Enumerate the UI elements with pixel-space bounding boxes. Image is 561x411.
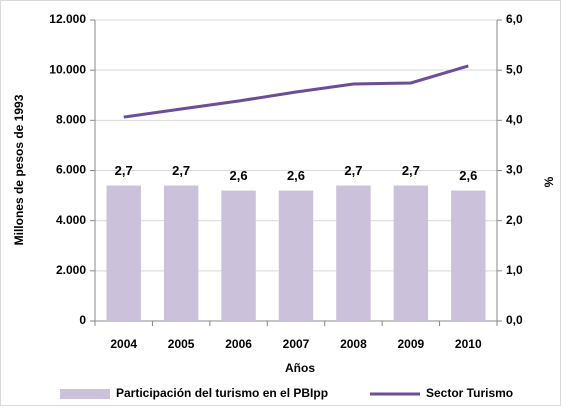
bar-label: 2,7: [402, 163, 420, 178]
y2-tick-label: 3,0: [506, 163, 523, 177]
y-tick-label: 2.000: [56, 263, 86, 277]
bar-label: 2,6: [459, 168, 477, 183]
y-tick-label: 4.000: [56, 213, 86, 227]
legend-label: Participación del turismo en el PBIpp: [116, 386, 328, 400]
bar: [221, 190, 256, 321]
y-tick-label: 0: [79, 313, 86, 327]
x-tick-label: 2007: [283, 337, 310, 351]
legend-swatch: [60, 389, 110, 399]
bar-label: 2,6: [230, 168, 248, 183]
bar: [278, 190, 314, 321]
y2-tick-label: 2,0: [506, 213, 523, 227]
x-tick-label: 2005: [168, 337, 195, 351]
x-axis-label: Años: [285, 361, 315, 375]
bar: [163, 185, 199, 321]
bar: [336, 185, 371, 321]
y2-tick-label: 6,0: [506, 12, 523, 26]
x-tick-label: 2009: [398, 337, 425, 351]
legend-label: Sector Turismo: [426, 386, 513, 400]
y2-axis-label: %: [542, 176, 556, 187]
y2-tick-label: 5,0: [506, 62, 523, 76]
y2-tick-label: 1,0: [506, 263, 523, 277]
bar-label: 2,7: [344, 163, 362, 178]
y-tick-label: 10.000: [49, 62, 86, 76]
y2-tick-label: 0,0: [506, 313, 523, 327]
bar-label: 2,7: [115, 163, 133, 178]
y-tick-label: 8.000: [56, 113, 86, 127]
bar: [451, 190, 486, 321]
bar-label: 2,6: [287, 168, 305, 183]
x-tick-label: 2004: [110, 337, 137, 351]
y2-tick-label: 4,0: [506, 113, 523, 127]
bar: [106, 185, 141, 321]
x-tick-label: 2006: [225, 337, 252, 351]
y-tick-label: 12.000: [49, 12, 86, 26]
x-tick-label: 2010: [455, 337, 482, 351]
y-axis-label: Millones de pesos de 1993: [12, 94, 26, 245]
line: [123, 64, 469, 119]
bar-label: 2,7: [172, 163, 190, 178]
x-tick-label: 2008: [340, 337, 367, 351]
bar: [393, 185, 429, 321]
y-tick-label: 6.000: [56, 163, 86, 177]
